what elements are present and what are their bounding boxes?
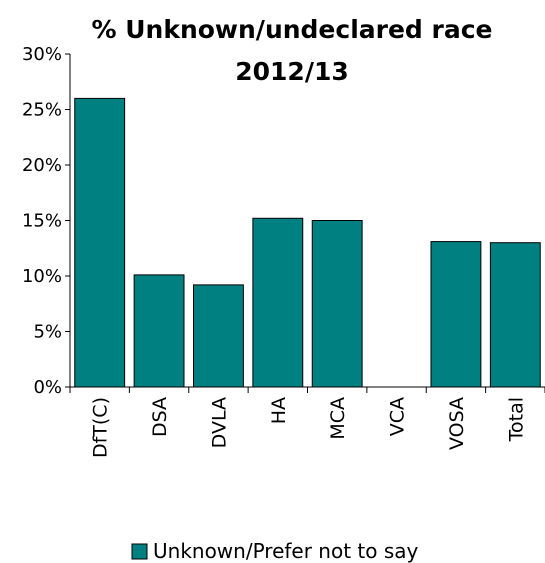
x-tick-label: DfT(C) — [90, 397, 112, 458]
x-tick-label: HA — [268, 397, 290, 424]
x-tick-label: VCA — [387, 397, 409, 436]
y-tick-label: 25% — [22, 100, 62, 121]
bar — [489, 242, 541, 388]
chart-title-line2: 2012/13 — [235, 57, 349, 86]
legend: Unknown/Prefer not to say — [131, 539, 419, 563]
bar — [133, 274, 185, 388]
bar — [252, 217, 304, 388]
bar — [193, 284, 244, 388]
bar — [311, 220, 363, 388]
x-tick-label: MCA — [327, 397, 349, 440]
x-tick-label: Total — [505, 397, 527, 442]
legend-swatch — [131, 543, 148, 560]
y-tick-label: 0% — [33, 377, 62, 398]
chart-title-line1: % Unknown/undeclared race — [91, 15, 492, 44]
x-tick-label: VOSA — [446, 397, 468, 450]
bars — [74, 97, 541, 388]
y-tick-label: 20% — [22, 155, 62, 176]
x-axis: DfT(C) DSA DVLA HA MCA VCA VOSA Total — [69, 386, 545, 458]
y-tick-label: 30% — [22, 44, 62, 65]
y-axis: 0% 5% 10% 15% 20% 25% 30% — [22, 44, 71, 398]
y-tick-label: 10% — [22, 266, 62, 287]
bar — [74, 97, 126, 388]
bar — [430, 241, 482, 388]
x-tick-label: DVLA — [208, 397, 230, 448]
x-tick-label: DSA — [149, 397, 171, 437]
y-tick-label: 5% — [33, 322, 62, 343]
legend-label: Unknown/Prefer not to say — [153, 539, 419, 563]
y-tick-label: 15% — [22, 211, 62, 232]
